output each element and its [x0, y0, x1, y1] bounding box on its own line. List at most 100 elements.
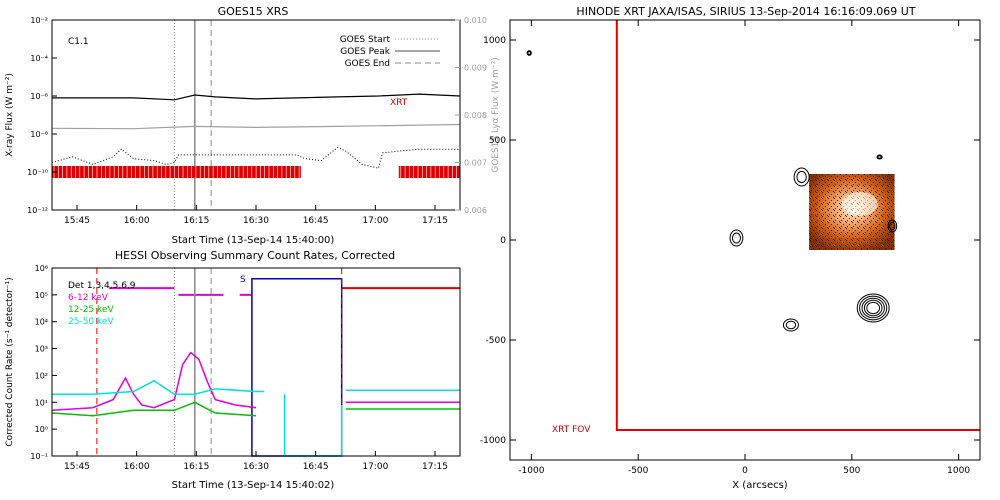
goes-y-tick-label: 10⁻² — [30, 16, 48, 25]
goes-x-tick-label: 16:00 — [124, 216, 150, 226]
goes-series-lyman-alpha — [51, 123, 461, 130]
xrt-contour — [856, 293, 890, 323]
xrt-contour — [782, 318, 799, 332]
xrt-axes-frame — [509, 19, 981, 461]
xrt-x-tick-label: -1000 — [518, 466, 544, 476]
goes-x-tick-label: 16:30 — [243, 216, 269, 226]
xrt-x-tick-label: 500 — [843, 466, 860, 476]
hessi-x-tick-label: 17:15 — [422, 462, 448, 472]
hessi-axes-frame — [51, 267, 461, 457]
xrt-y-ticks: 1000 500 0 -500 -1000 — [480, 36, 980, 446]
goes-x-tick-label: 16:45 — [303, 216, 329, 226]
xrt-contour — [863, 299, 883, 317]
hessi-x-label: Start Time (13-Sep-14 15:40:02) — [172, 480, 335, 491]
legend-goes-peak: GOES Peak — [340, 47, 390, 57]
hessi-saa-box — [251, 277, 343, 457]
hessi-x-ticks: 15:45 16:00 16:15 16:30 16:45 17:00 17:15 — [64, 451, 448, 472]
hessi-series-25-50-keV — [52, 379, 265, 395]
goes-x-tick-label: 16:15 — [183, 216, 209, 226]
goes-y-tick-label: 10⁻¹² — [27, 206, 48, 215]
goes-series-long — [52, 93, 461, 101]
goes-y2-tick-label: 0.008 — [464, 111, 487, 120]
hessi-legend: Det 1,3,4,5,6,9 6-12 keV 12-25 keV 25-50… — [68, 281, 136, 327]
xrt-y-tick-label: 500 — [489, 136, 506, 146]
goes-x-ticks: 15:45 16:00 16:15 16:30 16:45 17:00 17:15 — [64, 205, 448, 226]
hessi-x-tick-label: 15:45 — [64, 462, 90, 472]
xrt-contour — [889, 221, 896, 231]
hessi-y-tick-label: 10⁴ — [35, 318, 48, 327]
xrt-contour — [729, 229, 744, 247]
xrt-x-ticks: -1000 -500 0 500 1000 — [518, 20, 970, 476]
xrt-contour — [859, 295, 888, 321]
goes-title: GOES15 XRS — [218, 5, 289, 18]
goes-y-tick-label: 10⁻⁸ — [30, 130, 48, 139]
xrt-fov-label: XRT FOV — [552, 425, 591, 435]
goes-legend: GOES Start GOES Peak GOES End — [340, 35, 440, 69]
goes-y-label: X-ray Flux (W m⁻²) — [5, 73, 15, 157]
xrt-contour — [731, 232, 741, 244]
hessi-saa-drop — [283, 394, 343, 457]
xrt-panel: HINODE XRT JAXA/ISAS, SIRIUS 13-Sep-2014… — [480, 5, 981, 491]
hessi-y-label: Corrected Count Rate (s⁻¹ detector⁻¹) — [5, 277, 15, 446]
goes-x-tick-label: 17:00 — [362, 216, 388, 226]
xrt-contour — [527, 51, 532, 55]
goes-y2-label: GOES15 Lyα Flux (W m⁻²) — [491, 57, 501, 173]
goes-y2-tick-label: 0.010 — [464, 16, 487, 25]
goes-panel: GOES15 XRS 15:45 16:00 16:15 16:30 16:45 17:0… — [5, 5, 501, 246]
goes-series-short — [51, 146, 460, 169]
legend-6-12: 6-12 keV — [68, 293, 109, 303]
xrt-image-highlight — [841, 192, 878, 216]
goes-y2-tick-label: 0.007 — [464, 159, 487, 168]
goes-xrt-coverage-bar — [52, 166, 301, 178]
hessi-y-tick-label: 10¹ — [35, 398, 48, 407]
xrt-contour — [861, 297, 885, 319]
xrt-contour — [526, 50, 532, 56]
hessi-title: HESSI Observing Summary Count Rates, Cor… — [115, 249, 395, 262]
legend-goes-start: GOES Start — [340, 35, 391, 45]
xrt-y-tick-label: -500 — [486, 336, 507, 346]
goes-axes-frame — [51, 19, 461, 211]
xrt-x-tick-label: 1000 — [947, 466, 970, 476]
hessi-y-tick-label: 10² — [35, 371, 48, 380]
hessi-x-tick-label: 16:45 — [303, 462, 329, 472]
xrt-x-tick-label: -500 — [628, 466, 649, 476]
goes-y-ticks: 10⁻² 10⁻⁴ 10⁻⁶ 10⁻⁸ 10⁻¹⁰ 10⁻¹² — [27, 16, 57, 215]
hessi-y-ticks: 10⁶ 10⁵ 10⁴ 10³ 10² 10¹ 10⁰ 10⁻¹ — [30, 264, 57, 461]
goes-y2-tick-label: 0.009 — [464, 64, 487, 73]
goes-y-tick-label: 10⁻⁴ — [30, 54, 48, 63]
legend-det: Det 1,3,4,5,6,9 — [68, 281, 136, 291]
hessi-y-tick-label: 10⁵ — [35, 291, 48, 300]
hessi-x-tick-label: 16:15 — [183, 462, 209, 472]
hessi-x-tick-label: 17:00 — [362, 462, 388, 472]
hessi-x-tick-label: 16:00 — [124, 462, 150, 472]
goes-flare-class: C1.1 — [68, 37, 89, 47]
goes-plot-area — [51, 20, 461, 210]
hessi-y-tick-label: 10⁰ — [35, 425, 48, 434]
goes-y2-tick-label: 0.006 — [464, 206, 487, 215]
goes-xrt-coverage-bar — [398, 166, 460, 178]
xrt-contour — [785, 320, 797, 330]
hessi-plot-area — [51, 268, 460, 457]
legend-12-25: 12-25 keV — [68, 305, 114, 315]
xrt-contour — [793, 167, 810, 187]
xrt-contour — [796, 170, 807, 184]
goes-y-tick-label: 10⁻¹⁰ — [27, 168, 48, 177]
goes-y2-ticks: 0.010 0.009 0.008 0.007 0.006 — [455, 16, 487, 215]
xrt-contour — [866, 301, 881, 315]
xrt-x-tick-label: 0 — [742, 466, 748, 476]
xrt-y-tick-label: -1000 — [480, 436, 506, 446]
goes-x-tick-label: 15:45 — [64, 216, 90, 226]
hessi-y-tick-label: 10⁻¹ — [30, 452, 48, 461]
hessi-y-tick-label: 10³ — [35, 345, 48, 354]
legend-25-50: 25-50 keV — [68, 317, 114, 327]
xrt-title: HINODE XRT JAXA/ISAS, SIRIUS 13-Sep-2014… — [576, 5, 915, 18]
xrt-contour — [887, 219, 898, 233]
xrt-y-tick-label: 1000 — [483, 36, 506, 46]
goes-y-tick-label: 10⁻⁶ — [30, 92, 48, 101]
xrt-plot-area — [526, 20, 980, 431]
xrt-contour — [877, 155, 882, 159]
goes-x-tick-label: 17:15 — [422, 216, 448, 226]
xrt-y-tick-label: 0 — [500, 236, 506, 246]
legend-goes-end: GOES End — [345, 59, 390, 69]
